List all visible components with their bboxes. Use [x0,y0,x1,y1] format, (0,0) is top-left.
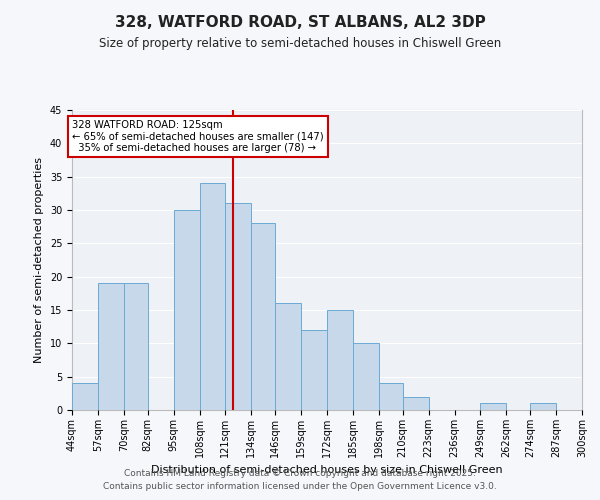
Bar [226,204,251,410]
Bar [199,184,226,410]
Bar [582,404,600,410]
Bar [353,344,379,410]
Bar [98,284,124,410]
Bar [124,284,148,410]
Text: 328, WATFORD ROAD, ST ALBANS, AL2 3DP: 328, WATFORD ROAD, ST ALBANS, AL2 3DP [115,15,485,30]
Text: Size of property relative to semi-detached houses in Chiswell Green: Size of property relative to semi-detach… [99,38,501,51]
Text: Contains public sector information licensed under the Open Government Licence v3: Contains public sector information licen… [103,482,497,491]
Bar [251,224,275,410]
X-axis label: Distribution of semi-detached houses by size in Chiswell Green: Distribution of semi-detached houses by … [151,466,503,475]
Bar [379,384,403,410]
Bar [301,330,327,410]
Bar [173,210,199,410]
Bar [327,310,353,410]
Bar [530,404,556,410]
Text: Contains HM Land Registry data © Crown copyright and database right 2025.: Contains HM Land Registry data © Crown c… [124,468,476,477]
Bar [481,404,506,410]
Bar [72,384,98,410]
Bar [403,396,428,410]
Bar [275,304,301,410]
Y-axis label: Number of semi-detached properties: Number of semi-detached properties [34,157,44,363]
Text: 328 WATFORD ROAD: 125sqm
← 65% of semi-detached houses are smaller (147)
  35% o: 328 WATFORD ROAD: 125sqm ← 65% of semi-d… [72,120,323,153]
